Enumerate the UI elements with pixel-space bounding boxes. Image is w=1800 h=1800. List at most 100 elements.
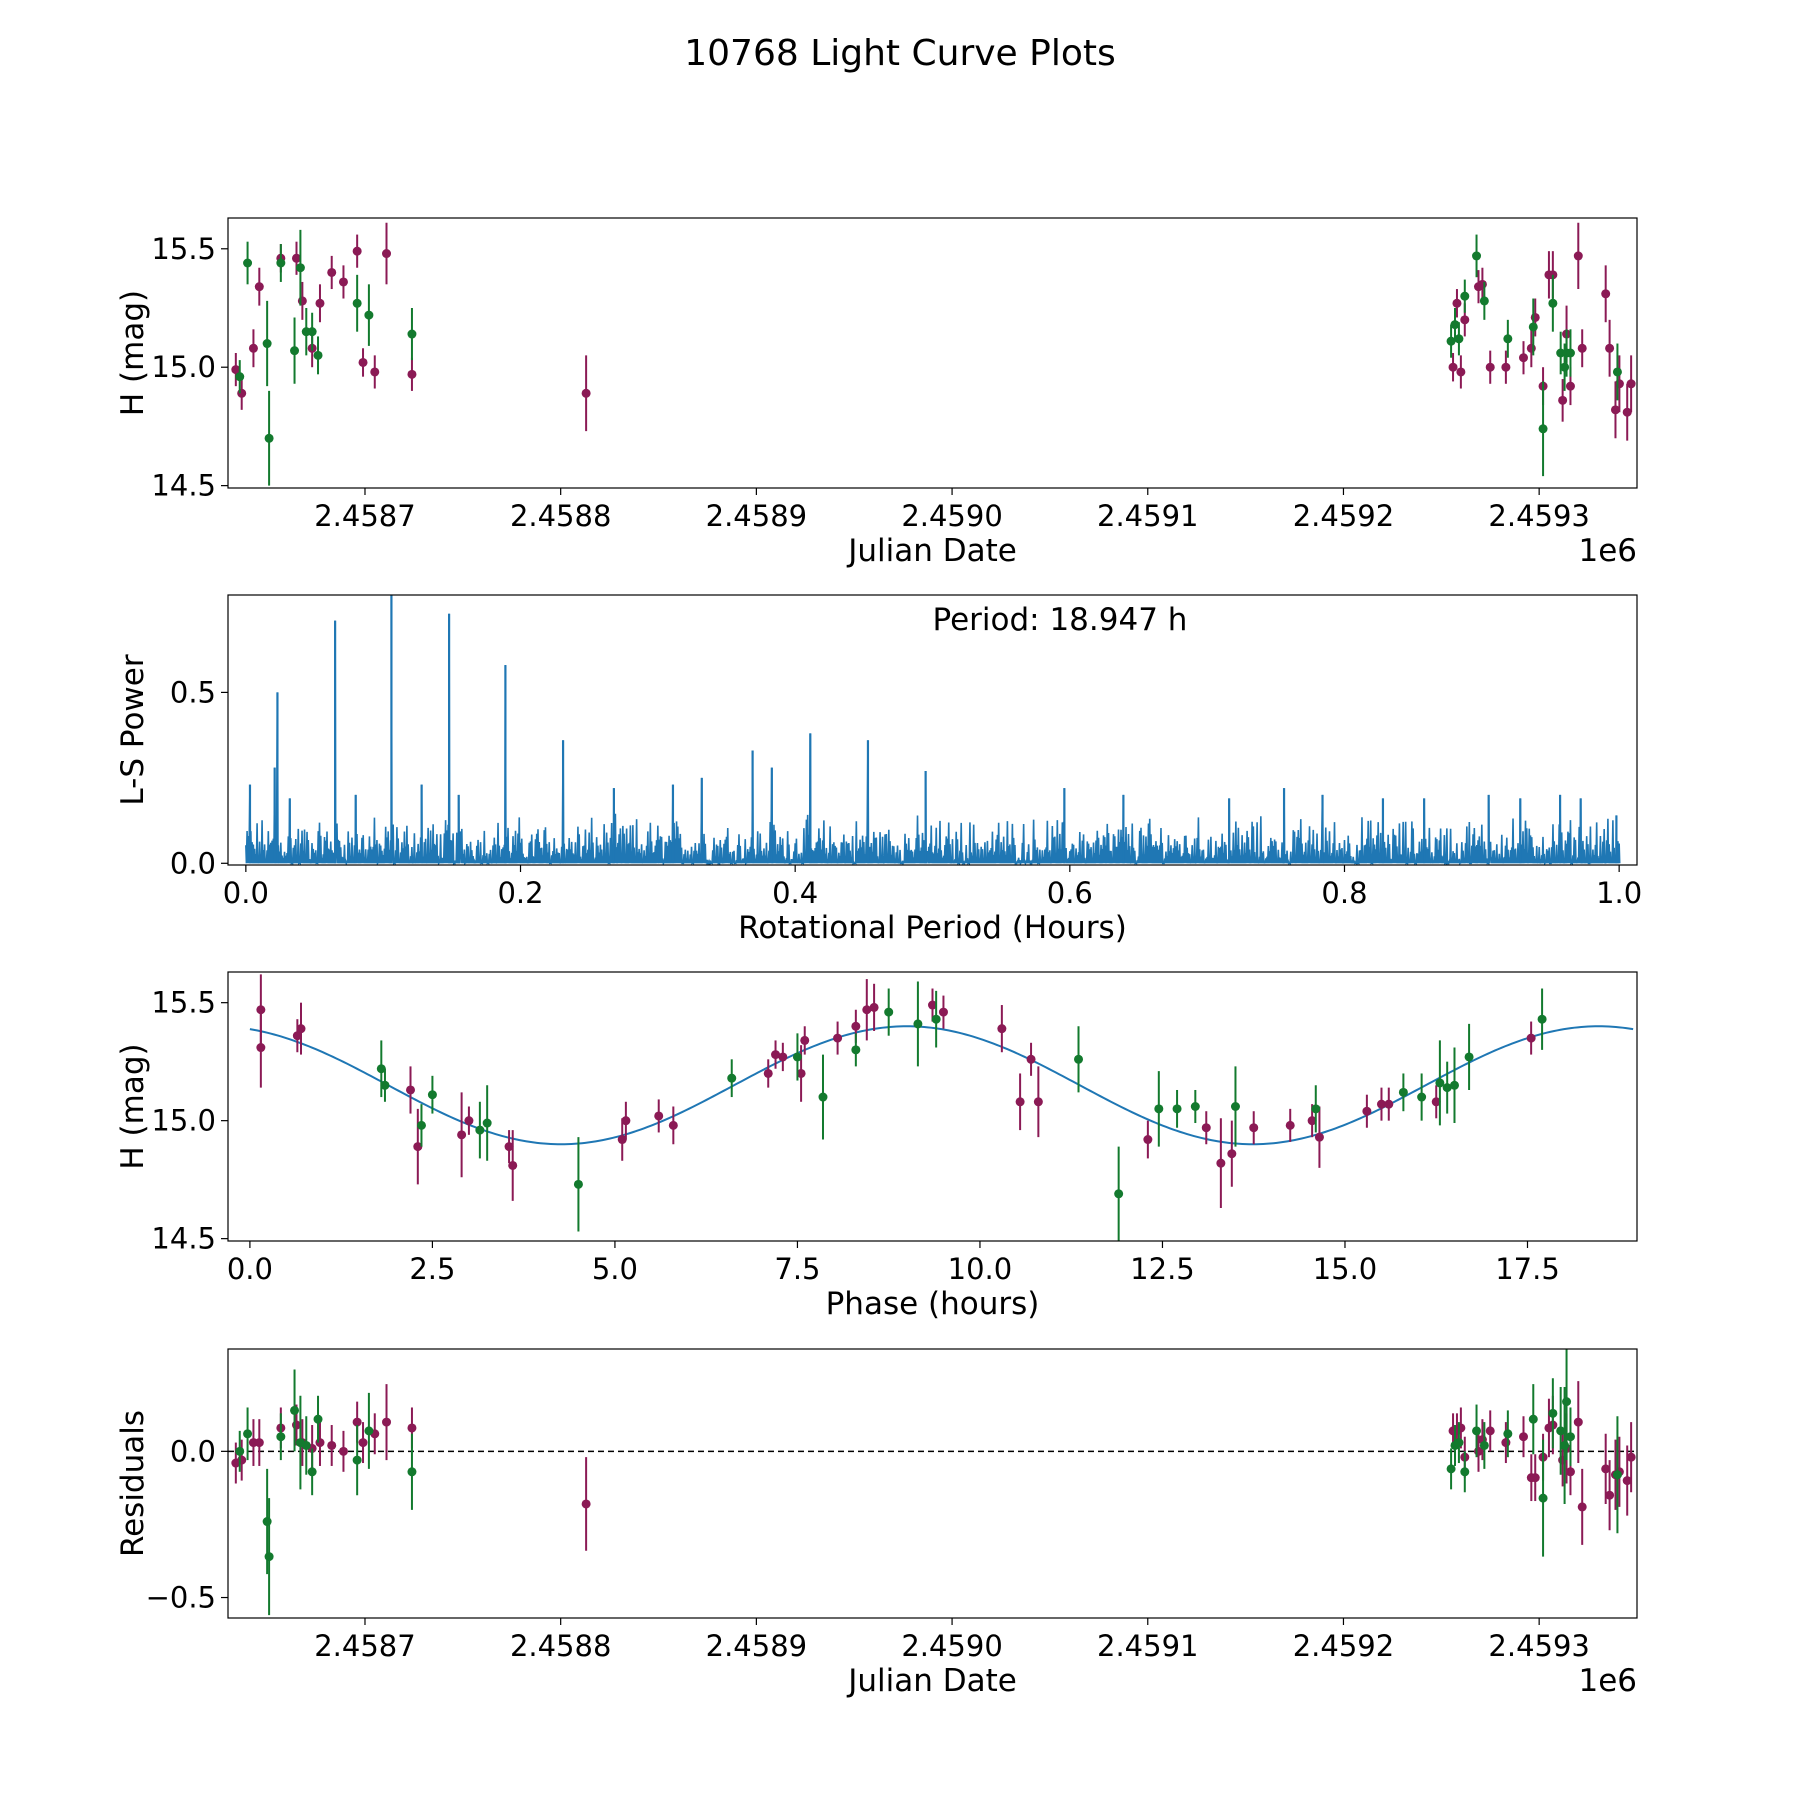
data-point [1249, 1123, 1259, 1133]
data-point [869, 1002, 879, 1012]
data-point [1528, 1414, 1538, 1424]
data-point [1526, 1033, 1536, 1043]
data-point [301, 1440, 311, 1450]
data-point [407, 1467, 417, 1477]
data-point [1472, 1426, 1482, 1436]
data-point [1442, 1083, 1452, 1093]
data-point [1556, 1426, 1566, 1436]
data-point [254, 282, 264, 292]
data-point [763, 1068, 773, 1078]
data-point [1518, 1432, 1528, 1442]
data-point [352, 246, 362, 256]
data-point [1577, 343, 1587, 353]
data-point [457, 1130, 467, 1140]
data-point [1460, 315, 1470, 325]
x-tick-label: 0.8 [1321, 876, 1367, 910]
data-point [295, 263, 305, 273]
data-point [475, 1125, 485, 1135]
data-point [727, 1073, 737, 1083]
data-point [1573, 1417, 1583, 1427]
data-point [313, 350, 323, 360]
data-point [237, 1455, 247, 1465]
data-point [800, 1035, 810, 1045]
y-tick-label: 14.5 [151, 469, 216, 503]
data-point [364, 1426, 374, 1436]
data-point [1479, 296, 1489, 306]
data-point [352, 1417, 362, 1427]
data-point [427, 1090, 437, 1100]
data-point [504, 1142, 514, 1152]
data-point [1033, 1097, 1043, 1107]
data-point [913, 1019, 923, 1029]
x-tick-label: 2.4590 [901, 499, 1002, 533]
data-point [1456, 367, 1466, 377]
data-point [276, 1432, 286, 1442]
series-green [235, 1349, 1622, 1616]
data-point [416, 1120, 426, 1130]
data-point [1530, 312, 1540, 322]
data-point [862, 1005, 872, 1015]
data-point [1230, 1102, 1240, 1111]
data-point [262, 339, 272, 349]
phased-lightcurve-panel: 0.0 2.5 5.0 7.5 10.0 12.5 15.0 17.5 14.5 15.0 15.5… [115, 971, 1638, 1322]
data-point [1538, 1493, 1548, 1503]
axes-frame [227, 217, 1638, 489]
data-point [1477, 279, 1487, 289]
data-point [1460, 1467, 1470, 1477]
data-point [231, 365, 241, 375]
data-point [508, 1160, 518, 1170]
power-spectrum-line [245, 595, 1621, 865]
data-point [997, 1024, 1007, 1034]
data-point [1154, 1104, 1164, 1114]
data-point [292, 1031, 302, 1041]
data-point [1548, 1408, 1558, 1418]
x-tick-label: 0.0 [223, 876, 269, 910]
data-point [352, 1455, 362, 1465]
data-point [235, 1446, 245, 1456]
data-point [1479, 1440, 1489, 1450]
x-axis-label: Rotational Period (Hours) [738, 910, 1127, 946]
data-point [290, 1405, 300, 1415]
data-point [1314, 1132, 1324, 1142]
x-offset-label: 1e6 [1578, 533, 1637, 569]
series-magenta [256, 974, 1536, 1208]
data-point [1501, 362, 1511, 372]
data-point [1526, 343, 1536, 353]
data-point [931, 1014, 941, 1024]
data-point [1452, 298, 1462, 308]
data-point [243, 258, 253, 268]
x-tick-label: 2.4591 [1097, 1629, 1198, 1663]
data-point [1454, 334, 1464, 344]
data-point [1026, 1054, 1036, 1064]
x-tick-label: 2.4592 [1293, 499, 1394, 533]
data-point [1605, 1490, 1615, 1500]
x-tick-label: 5.0 [592, 1252, 638, 1286]
data-point [327, 1440, 337, 1450]
data-point [851, 1045, 861, 1055]
y-axis-label: H (mag) [115, 1043, 151, 1169]
data-point [315, 1438, 325, 1448]
data-point [1449, 1080, 1459, 1090]
x-tick-label: 17.5 [1495, 1252, 1560, 1286]
data-point [1528, 322, 1538, 332]
data-point [1362, 1106, 1372, 1116]
data-point [352, 298, 362, 308]
data-point [382, 249, 392, 259]
data-point [1565, 381, 1575, 391]
data-point [1227, 1149, 1237, 1159]
data-point [1560, 1440, 1570, 1450]
y-axis-label: Residuals [115, 1410, 151, 1557]
data-point [1601, 1464, 1611, 1474]
data-point [1464, 1052, 1474, 1062]
x-axis-label: Julian Date [846, 1663, 1017, 1699]
data-point [1384, 1099, 1394, 1109]
data-point [1562, 1397, 1572, 1407]
data-point [313, 1414, 323, 1424]
data-point [364, 310, 374, 320]
data-point [1560, 362, 1570, 372]
axes-frame [227, 971, 1638, 1242]
plot-area [228, 1349, 1637, 1616]
data-point [1143, 1135, 1153, 1145]
data-point [407, 329, 417, 339]
data-point [1626, 1452, 1636, 1462]
